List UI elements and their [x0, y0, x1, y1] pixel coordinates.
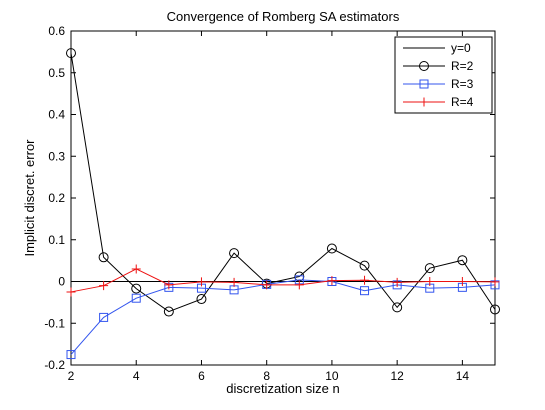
x-tick-label: 14 [456, 369, 470, 383]
legend-marker-r-2 [419, 61, 429, 71]
data-point-r-4 [262, 280, 272, 290]
y-tick-label: 0.1 [48, 233, 65, 247]
data-point-r-2 [98, 252, 109, 263]
data-point-r-4 [229, 277, 239, 287]
data-point-r-4 [99, 281, 109, 291]
legend-label-r-3: R=3 [451, 77, 474, 91]
data-point-r-4 [457, 277, 467, 286]
data-point-r-4 [164, 280, 174, 290]
x-tick-label: 12 [390, 369, 404, 383]
legend-label-r-4: R=4 [451, 95, 474, 109]
series-line-r-2 [70, 53, 496, 313]
y-tick-label: 0.6 [48, 24, 65, 38]
series-line-r-4 [70, 268, 496, 293]
x-tick-label: 4 [133, 369, 140, 383]
x-tick-label: 8 [263, 369, 270, 383]
series-line-r-3 [70, 279, 496, 355]
data-point-r-4 [425, 277, 435, 286]
data-point-r-2 [196, 294, 207, 305]
data-point-r-2 [392, 302, 403, 313]
data-point-r-3 [66, 350, 76, 360]
data-point-r-4 [66, 287, 76, 297]
data-point-r-4 [392, 277, 402, 287]
data-point-r-4 [327, 276, 337, 286]
data-point-r-2 [424, 263, 435, 274]
x-tick-label: 2 [68, 369, 75, 383]
y-tick-label: 0.2 [48, 191, 65, 205]
data-point-r-3 [360, 286, 370, 296]
x-tick-label: 6 [198, 369, 205, 383]
data-point-r-4 [196, 277, 206, 287]
legend-label-y-0: y=0 [451, 41, 471, 55]
data-point-r-2 [326, 243, 337, 254]
data-point-r-2 [359, 260, 370, 271]
x-tick-label: 10 [325, 369, 339, 383]
legend: y=0 R=2 R=3 R=4 [394, 36, 493, 114]
y-tick-label: -0.2 [44, 358, 65, 372]
data-point-r-2 [163, 306, 174, 317]
data-point-r-2 [457, 255, 468, 266]
chart-title: Convergence of Romberg SA estimators [167, 9, 400, 24]
y-axis-label: Implicit discret. error [22, 139, 37, 257]
y-tick-label: 0.5 [48, 66, 65, 80]
y-tick-label: 0.4 [48, 108, 65, 122]
legend-label-r-2: R=2 [451, 59, 474, 73]
data-point-r-4 [294, 280, 304, 290]
y-tick-label: 0.3 [48, 149, 65, 163]
data-point-r-2 [490, 304, 500, 315]
x-axis-label: discretization size n [226, 381, 339, 396]
data-point-r-2 [66, 48, 76, 59]
legend-marker-r-4 [419, 97, 429, 107]
data-point-r-3 [131, 293, 141, 303]
data-point-r-4 [490, 277, 500, 287]
data-point-r-4 [360, 275, 370, 285]
data-point-r-4 [131, 264, 141, 274]
data-point-r-3 [99, 312, 109, 322]
legend-box [394, 36, 493, 114]
y-tick-label: 0 [58, 275, 65, 289]
legend-marker-r-3 [419, 79, 429, 89]
y-tick-label: -0.1 [44, 316, 65, 330]
data-point-r-2 [131, 283, 142, 294]
data-point-r-2 [229, 248, 240, 259]
